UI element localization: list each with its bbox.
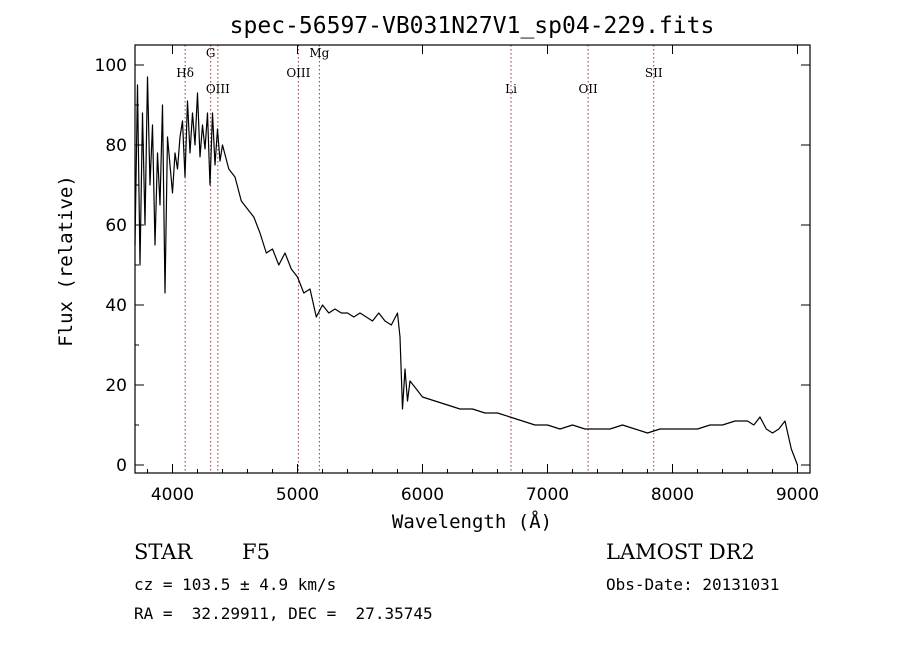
spectral-line-label-5: Li bbox=[505, 82, 517, 96]
y-axis-label: Flux (relative) bbox=[55, 175, 77, 347]
spectral-line-label-6: OII bbox=[578, 82, 598, 96]
x-tick-label-2: 6000 bbox=[401, 485, 444, 505]
coordinates-readout: RA = 32.29911, DEC = 27.35745 bbox=[134, 604, 433, 623]
x-tick-label-0: 4000 bbox=[151, 485, 194, 505]
x-tick-label-4: 8000 bbox=[651, 485, 694, 505]
spectral-line-label-2: OIII bbox=[206, 82, 230, 96]
spectral-subclass: F5 bbox=[242, 540, 270, 564]
spectral-line-label-0: Hδ bbox=[176, 66, 194, 80]
spectrum-line bbox=[134, 76, 799, 466]
y-tick-label-2: 40 bbox=[105, 296, 127, 316]
spectral-line-label-3: OIII bbox=[286, 66, 310, 80]
spectral-line-label-4: Mg bbox=[309, 46, 329, 60]
x-axis-label: Wavelength (Å) bbox=[392, 510, 552, 533]
spectral-line-label-1: G bbox=[206, 46, 216, 60]
x-tick-label-5: 9000 bbox=[776, 485, 819, 505]
axis-ticks: 4000 5000 6000 7000 8000 9000 0 20 40 60 80 100 bbox=[95, 45, 819, 505]
spectral-lines: Hδ G OIII OIII Mg Li OII SII bbox=[176, 45, 663, 473]
y-tick-label-1: 20 bbox=[105, 376, 127, 396]
chart-title: spec-56597-VB031N27V1_sp04-229.fits bbox=[230, 13, 715, 39]
survey-name: LAMOST DR2 bbox=[606, 540, 755, 564]
y-tick-label-0: 0 bbox=[116, 456, 127, 476]
observation-date: Obs-Date: 20131031 bbox=[606, 575, 780, 594]
velocity-readout: cz = 103.5 ± 4.9 km/s bbox=[134, 575, 337, 594]
spectral-line-label-7: SII bbox=[645, 66, 663, 80]
y-tick-label-4: 80 bbox=[105, 136, 127, 156]
object-type: STAR bbox=[134, 540, 193, 564]
y-tick-label-3: 60 bbox=[105, 216, 127, 236]
y-tick-label-5: 100 bbox=[95, 56, 127, 76]
spectrum-series bbox=[134, 76, 799, 466]
x-tick-label-1: 5000 bbox=[276, 485, 319, 505]
x-tick-label-3: 7000 bbox=[526, 485, 569, 505]
